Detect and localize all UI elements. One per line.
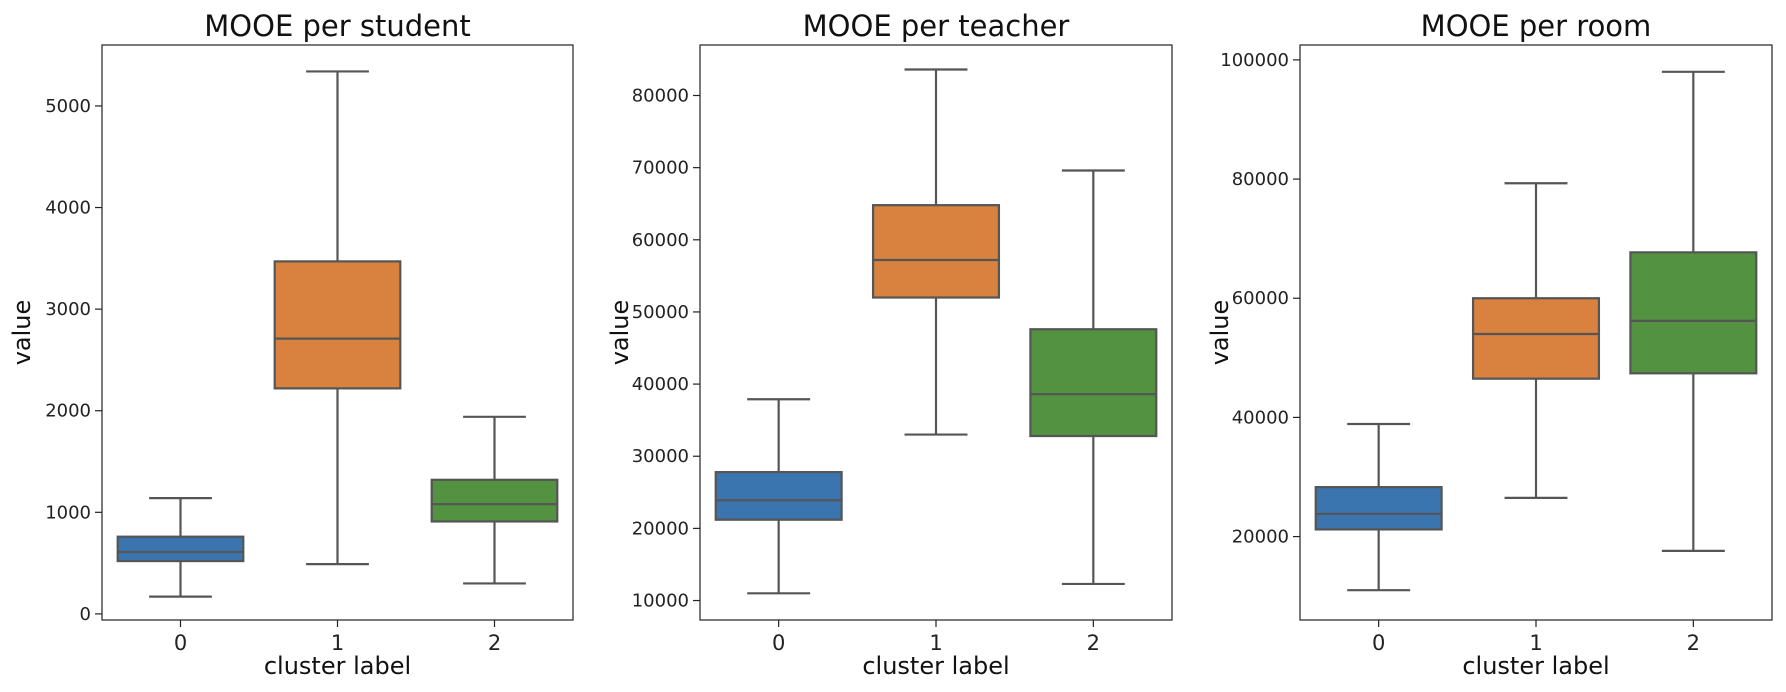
x-tick-label: 2 <box>488 631 501 655</box>
iqr-box <box>116 535 245 563</box>
x-axis-label: cluster label <box>862 652 1009 680</box>
box-cluster-1 <box>273 70 402 566</box>
chart-title: MOOE per room <box>1421 9 1652 43</box>
chart-title: MOOE per teacher <box>803 9 1070 43</box>
y-tick-label: 40000 <box>1232 407 1289 428</box>
x-axis-label: cluster label <box>1462 652 1609 680</box>
box-cluster-2 <box>1629 70 1758 552</box>
y-axis-label: value <box>8 300 36 366</box>
iqr-box <box>714 471 843 521</box>
x-tick-label: 1 <box>331 631 344 655</box>
x-tick-label: 2 <box>1687 631 1700 655</box>
iqr-box <box>1471 297 1601 380</box>
iqr-box <box>430 478 559 523</box>
plot-frame <box>101 44 574 621</box>
x-tick-label: 0 <box>1372 631 1385 655</box>
y-tick-label: 0 <box>80 604 91 625</box>
y-tick-label: 10000 <box>632 591 689 612</box>
box-cluster-0 <box>1314 422 1443 592</box>
plot-frame <box>699 44 1173 621</box>
y-axis-label: value <box>606 300 634 366</box>
x-tick-label: 0 <box>772 631 785 655</box>
y-tick-label: 60000 <box>632 230 689 251</box>
y-tick-label: 40000 <box>632 374 689 395</box>
y-tick-label: 60000 <box>1232 288 1289 309</box>
x-tick-label: 2 <box>1087 631 1100 655</box>
iqr-box <box>1629 251 1758 375</box>
x-tick-label: 1 <box>1529 631 1542 655</box>
box-cluster-0 <box>714 398 843 595</box>
iqr-box <box>1029 328 1158 438</box>
y-tick-label: 5000 <box>45 96 91 117</box>
iqr-box <box>871 204 1001 299</box>
y-axis-label: value <box>1206 300 1234 366</box>
plot-frame <box>1299 44 1773 621</box>
chart-panel-0: MOOE per student value cluster label 0 1000 2… <box>8 9 574 680</box>
iqr-box <box>273 260 402 390</box>
y-tick-label: 100000 <box>1220 50 1289 71</box>
x-tick-label: 1 <box>929 631 942 655</box>
chart-panel-2: MOOE per room value cluster label 20000 4000… <box>1206 9 1773 680</box>
y-tick-label: 2000 <box>45 401 91 422</box>
chart-title: MOOE per student <box>204 9 470 43</box>
box-cluster-1 <box>1471 182 1601 499</box>
y-tick-label: 4000 <box>45 198 91 219</box>
box-cluster-2 <box>1029 169 1158 586</box>
y-tick-label: 3000 <box>45 299 91 320</box>
y-tick-label: 20000 <box>1232 527 1289 548</box>
box-cluster-1 <box>871 68 1001 436</box>
y-tick-label: 70000 <box>632 158 689 179</box>
box-cluster-0 <box>116 496 245 598</box>
y-tick-label: 80000 <box>1232 169 1289 190</box>
y-tick-label: 1000 <box>45 502 91 523</box>
y-tick-label: 80000 <box>632 86 689 107</box>
chart-panel-1: MOOE per teacher value cluster label 10000 2… <box>606 9 1173 680</box>
box-cluster-2 <box>430 415 559 585</box>
y-tick-label: 50000 <box>632 302 689 323</box>
y-tick-label: 30000 <box>632 446 689 467</box>
iqr-box <box>1314 486 1443 531</box>
x-axis-label: cluster label <box>264 652 411 680</box>
y-tick-label: 20000 <box>632 518 689 539</box>
x-tick-label: 0 <box>174 631 187 655</box>
